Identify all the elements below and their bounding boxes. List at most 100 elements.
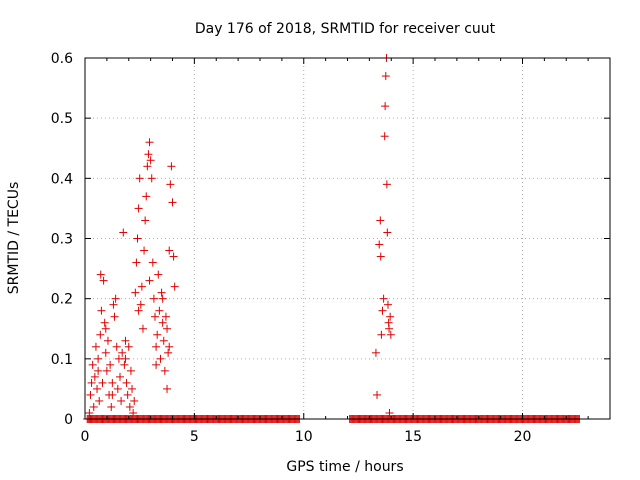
data-point xyxy=(98,378,107,387)
data-point xyxy=(99,276,108,285)
data-point xyxy=(107,402,116,411)
data-point xyxy=(142,192,151,201)
data-point xyxy=(140,246,149,255)
data-point xyxy=(116,372,124,381)
data-point xyxy=(159,336,168,345)
x-axis-label: GPS time / hours xyxy=(286,459,403,475)
data-point xyxy=(137,282,146,291)
data-point xyxy=(138,324,147,333)
x-tick-label: 15 xyxy=(404,429,422,445)
data-point xyxy=(382,180,391,189)
x-tick-label: 5 xyxy=(190,429,199,445)
data-point xyxy=(373,390,382,399)
data-point xyxy=(147,174,156,183)
data-point xyxy=(146,156,155,165)
data-point xyxy=(95,396,104,405)
data-point xyxy=(119,228,128,237)
data-point xyxy=(130,396,139,405)
data-point xyxy=(153,330,162,339)
data-point xyxy=(155,306,164,315)
data-point xyxy=(386,330,395,339)
data-point xyxy=(165,342,174,351)
data-point xyxy=(133,234,142,243)
data-point xyxy=(121,354,130,363)
data-point xyxy=(122,378,131,387)
data-point xyxy=(126,366,135,375)
data-point xyxy=(376,252,385,261)
data-point xyxy=(134,204,143,213)
data-point xyxy=(158,294,167,303)
data-point xyxy=(380,132,389,141)
data-point xyxy=(106,360,115,369)
data-point xyxy=(102,366,111,375)
data-point xyxy=(385,324,394,333)
data-point xyxy=(103,336,112,345)
data-point xyxy=(90,372,99,381)
data-point xyxy=(108,378,117,387)
x-tick-label: 10 xyxy=(295,429,313,445)
data-point xyxy=(132,258,141,267)
data-point xyxy=(94,366,103,375)
data-point xyxy=(94,354,103,363)
data-point xyxy=(371,348,380,357)
data-point xyxy=(96,270,105,279)
data-point xyxy=(123,390,132,399)
plot-frame xyxy=(84,57,611,420)
data-point xyxy=(163,324,172,333)
data-point xyxy=(108,390,117,399)
data-point xyxy=(385,408,394,417)
data-point xyxy=(113,384,122,393)
data-point xyxy=(117,396,126,405)
data-point xyxy=(101,324,110,333)
data-point xyxy=(124,342,133,351)
data-point xyxy=(145,138,154,147)
data-point xyxy=(85,408,94,417)
data-point xyxy=(101,348,110,357)
data-point xyxy=(145,276,154,285)
data-point xyxy=(148,258,157,267)
y-axis-label: SRMTID / TECUs xyxy=(6,182,22,295)
data-point xyxy=(87,378,96,387)
data-point xyxy=(109,300,118,309)
data-point xyxy=(143,162,152,171)
data-point xyxy=(141,216,150,225)
x-tick-label: 0 xyxy=(81,429,90,445)
data-point xyxy=(118,348,127,357)
y-tick-label: 0.2 xyxy=(51,292,73,308)
data-point xyxy=(167,162,176,171)
data-point xyxy=(100,318,109,327)
data-point xyxy=(129,408,138,417)
data-point xyxy=(377,330,386,339)
data-point xyxy=(156,354,165,363)
data-point xyxy=(88,360,97,369)
data-point xyxy=(381,102,390,111)
y-tick-label: 0.5 xyxy=(51,111,73,127)
data-point xyxy=(157,288,166,297)
data-point xyxy=(168,198,177,207)
data-point xyxy=(149,294,158,303)
data-point xyxy=(111,294,120,303)
data-point xyxy=(383,300,392,309)
y-tick-label: 0.1 xyxy=(51,352,73,368)
data-point xyxy=(381,72,390,81)
data-point xyxy=(93,384,102,393)
data-point xyxy=(125,402,134,411)
y-tick-label: 0 xyxy=(64,412,73,428)
data-point xyxy=(165,246,174,255)
data-point xyxy=(154,270,163,279)
data-point xyxy=(383,228,392,237)
data-point xyxy=(375,240,384,249)
data-point xyxy=(160,366,169,375)
data-point xyxy=(376,216,385,225)
data-point xyxy=(386,312,395,321)
data-point xyxy=(166,180,175,189)
data-point xyxy=(128,384,137,393)
data-point xyxy=(96,330,105,339)
data-point xyxy=(121,336,130,345)
x-tick-label: 20 xyxy=(514,429,532,445)
data-point xyxy=(152,360,161,369)
grid-lines xyxy=(85,58,610,419)
data-point xyxy=(131,288,140,297)
data-point xyxy=(91,342,100,351)
